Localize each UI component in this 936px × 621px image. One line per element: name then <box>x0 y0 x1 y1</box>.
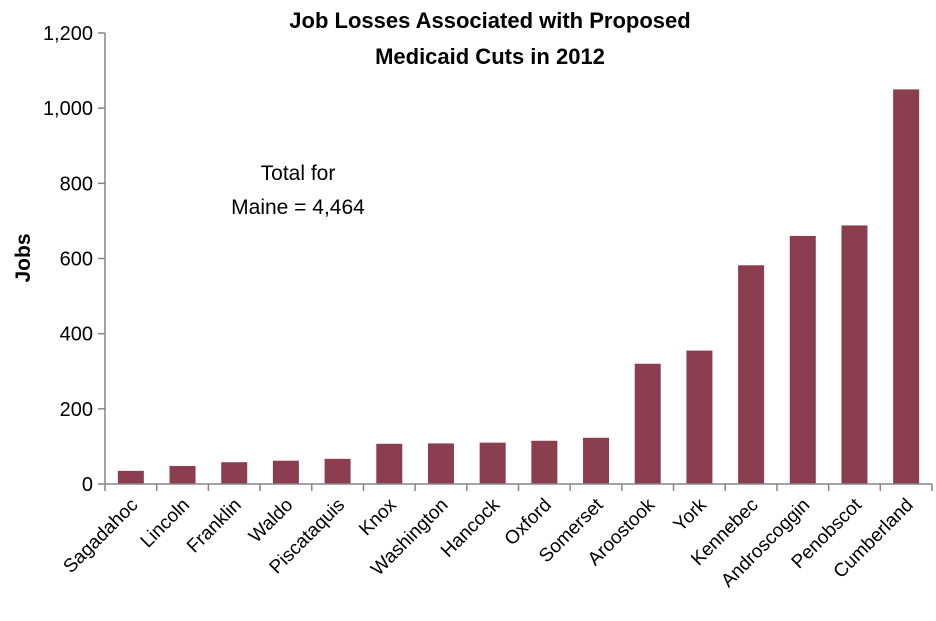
bar-aroostook <box>634 363 661 484</box>
bar-androscoggin <box>789 235 816 484</box>
total-annotation-line-1: Total for <box>261 162 336 185</box>
bar-knox <box>376 443 403 484</box>
bar-oxford <box>531 440 558 484</box>
x-label-franklin: Franklin <box>183 495 246 558</box>
y-axis-ticks: 0 200 400 600 800 1,000 1,200 <box>43 23 105 496</box>
bar-waldo <box>272 460 299 484</box>
bar-york <box>686 350 713 484</box>
bars-group <box>117 89 920 484</box>
chart-title-line-2: Medicaid Cuts in 2012 <box>375 44 605 69</box>
y-tick-label: 200 <box>60 399 93 421</box>
bar-washington <box>427 443 454 484</box>
total-annotation-line-2: Maine = 4,464 <box>231 196 365 219</box>
bar-sagadahoc <box>117 470 144 484</box>
bar-hancock <box>479 442 506 484</box>
bar-piscataquis <box>324 458 351 484</box>
x-axis-ticks <box>104 484 933 491</box>
y-tick-label: 600 <box>60 249 93 271</box>
y-tick-label: 1,000 <box>43 98 93 120</box>
x-label-york: York <box>670 494 712 536</box>
bar-cumberland <box>893 89 920 484</box>
x-label-knox: Knox <box>355 494 401 540</box>
y-axis-title: Jobs <box>12 233 35 282</box>
bar-lincoln <box>169 465 196 484</box>
bar-somerset <box>583 437 610 484</box>
y-tick-label: 800 <box>60 173 93 195</box>
bar-penobscot <box>841 225 868 484</box>
bar-kennebec <box>738 265 765 484</box>
chart-title-line-1: Job Losses Associated with Proposed <box>289 8 690 33</box>
y-tick-label: 400 <box>60 324 93 346</box>
y-tick-label: 1,200 <box>43 23 93 45</box>
y-tick-label: 0 <box>82 474 93 496</box>
x-label-sagadahoc: Sagadahoc <box>60 495 143 578</box>
bar-franklin <box>221 462 248 484</box>
